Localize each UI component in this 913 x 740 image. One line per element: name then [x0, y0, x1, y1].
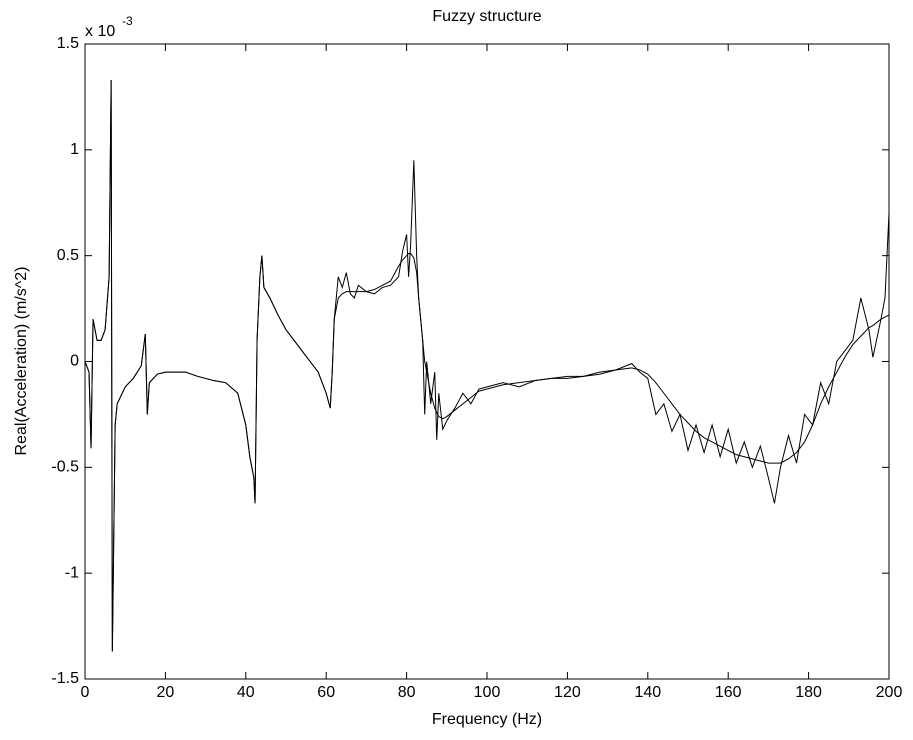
x-tick-label: 20	[157, 684, 175, 701]
x-tick-label: 40	[237, 684, 255, 701]
y-tick-label: 0.5	[57, 247, 79, 264]
series-line	[84, 79, 890, 652]
y-tick-label: -1.5	[51, 670, 79, 687]
chart-title: Fuzzy structure	[432, 8, 541, 25]
y-tick-label: 0	[70, 353, 79, 370]
x-tick-label: 60	[317, 684, 335, 701]
y-axis-label: Real(Acceleration) (m/s^2)	[13, 267, 30, 456]
y-tick-label: -1	[65, 564, 79, 581]
x-tick-label: 160	[715, 684, 742, 701]
x-tick-label: 100	[474, 684, 501, 701]
x-tick-label: 200	[876, 684, 903, 701]
x-tick-label: 120	[554, 684, 581, 701]
y-tick-label: 1	[70, 141, 79, 158]
x-tick-label: 140	[634, 684, 661, 701]
x-tick-label: 180	[795, 684, 822, 701]
y-multiplier-base: x 10	[85, 23, 115, 40]
y-multiplier-exponent: -3	[122, 14, 133, 28]
x-axis-label: Frequency (Hz)	[432, 711, 542, 728]
x-tick-label: 80	[398, 684, 416, 701]
plot-frame	[84, 43, 890, 680]
x-tick-label: 0	[81, 684, 90, 701]
y-tick-label: -0.5	[51, 459, 79, 476]
series-line	[84, 79, 890, 652]
y-tick-label: 1.5	[57, 35, 79, 52]
